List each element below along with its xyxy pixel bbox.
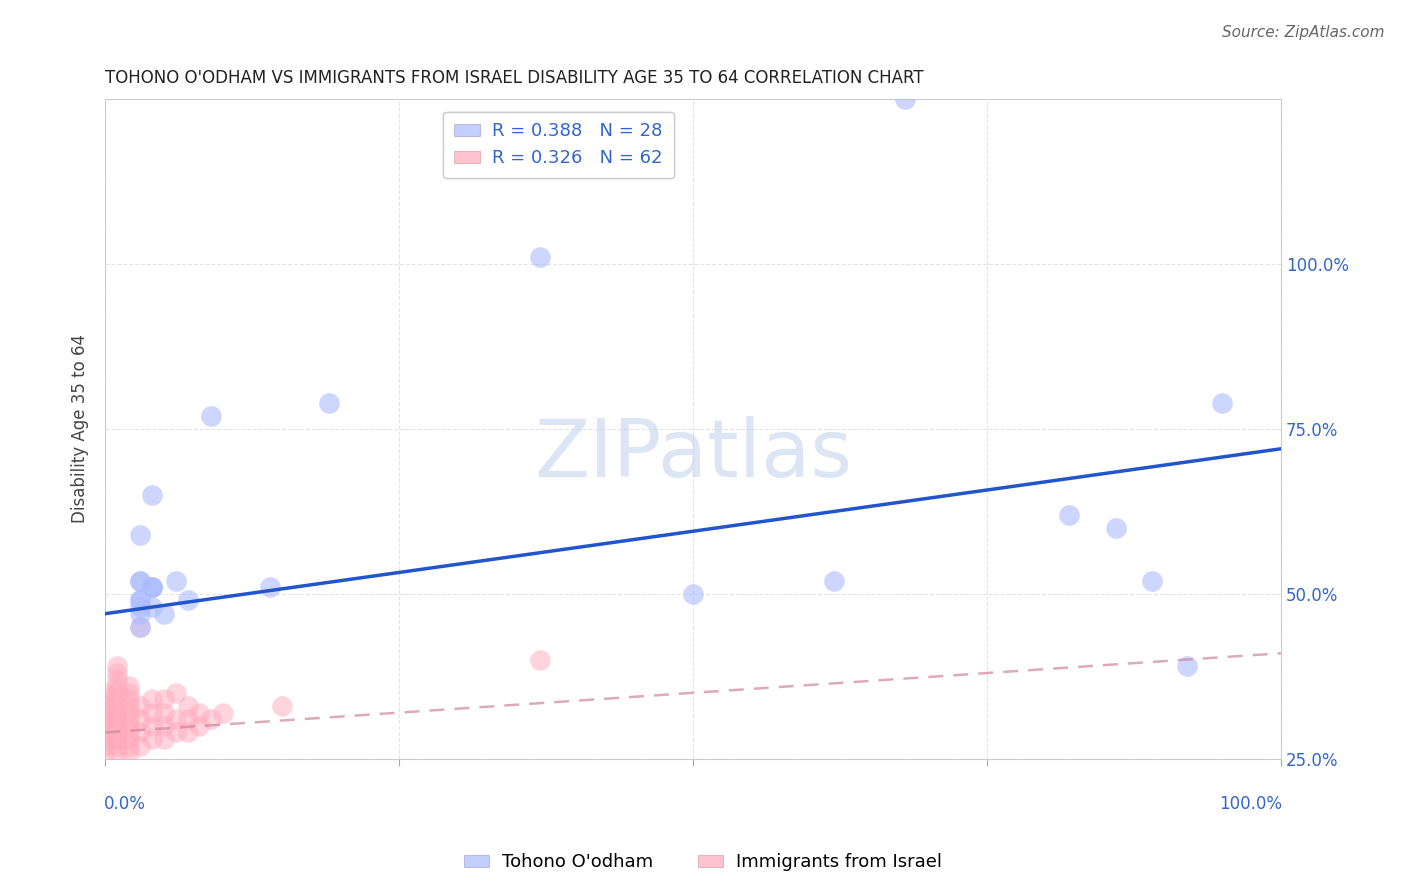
Point xyxy=(153,719,176,733)
Point xyxy=(141,580,163,594)
Point xyxy=(141,692,163,706)
Point xyxy=(153,607,176,621)
Point xyxy=(165,725,187,739)
Point xyxy=(105,725,128,739)
Point xyxy=(118,692,141,706)
Text: ZIPatlas: ZIPatlas xyxy=(534,417,852,494)
Point xyxy=(105,739,128,753)
Point xyxy=(1105,521,1128,535)
Point xyxy=(105,712,128,726)
Point xyxy=(165,712,187,726)
Point xyxy=(129,620,152,634)
Point xyxy=(118,725,141,739)
Point xyxy=(129,725,152,739)
Text: 0.0%: 0.0% xyxy=(104,795,146,814)
Point xyxy=(118,706,141,720)
Point xyxy=(105,679,128,693)
Point xyxy=(94,739,117,753)
Point xyxy=(129,593,152,607)
Point xyxy=(105,712,128,726)
Point xyxy=(94,692,117,706)
Point xyxy=(129,527,152,541)
Point xyxy=(118,731,141,746)
Point xyxy=(105,686,128,700)
Point xyxy=(105,731,128,746)
Point xyxy=(129,593,152,607)
Point xyxy=(176,698,198,713)
Point xyxy=(529,653,551,667)
Point xyxy=(893,92,915,106)
Point xyxy=(165,686,187,700)
Point xyxy=(176,725,198,739)
Point xyxy=(141,580,163,594)
Point xyxy=(1175,659,1198,673)
Point xyxy=(823,574,845,588)
Point xyxy=(129,620,152,634)
Point xyxy=(153,731,176,746)
Point xyxy=(176,593,198,607)
Text: TOHONO O'ODHAM VS IMMIGRANTS FROM ISRAEL DISABILITY AGE 35 TO 64 CORRELATION CHA: TOHONO O'ODHAM VS IMMIGRANTS FROM ISRAEL… xyxy=(105,69,924,87)
Point xyxy=(176,712,198,726)
Point xyxy=(105,659,128,673)
Point xyxy=(1140,574,1163,588)
Y-axis label: Disability Age 35 to 64: Disability Age 35 to 64 xyxy=(72,334,89,524)
Point xyxy=(105,731,128,746)
Point xyxy=(200,409,222,423)
Text: 100.0%: 100.0% xyxy=(1219,795,1282,814)
Point xyxy=(118,745,141,759)
Point xyxy=(259,580,281,594)
Point xyxy=(1059,508,1081,522)
Point xyxy=(94,712,117,726)
Point xyxy=(129,574,152,588)
Point xyxy=(105,745,128,759)
Text: Source: ZipAtlas.com: Source: ZipAtlas.com xyxy=(1222,25,1385,40)
Point xyxy=(129,712,152,726)
Legend: Tohono O'odham, Immigrants from Israel: Tohono O'odham, Immigrants from Israel xyxy=(457,847,949,879)
Point xyxy=(153,692,176,706)
Point xyxy=(141,600,163,615)
Point xyxy=(141,488,163,502)
Point xyxy=(165,574,187,588)
Point xyxy=(94,731,117,746)
Point xyxy=(105,706,128,720)
Point xyxy=(118,739,141,753)
Point xyxy=(188,706,211,720)
Point xyxy=(529,251,551,265)
Point xyxy=(94,745,117,759)
Point xyxy=(141,580,163,594)
Point xyxy=(129,607,152,621)
Point xyxy=(105,692,128,706)
Point xyxy=(270,698,292,713)
Point xyxy=(129,574,152,588)
Point xyxy=(94,706,117,720)
Point xyxy=(94,686,117,700)
Point xyxy=(105,666,128,681)
Point xyxy=(211,706,233,720)
Point xyxy=(188,719,211,733)
Point xyxy=(141,706,163,720)
Point xyxy=(94,698,117,713)
Point xyxy=(94,719,117,733)
Point xyxy=(141,731,163,746)
Point xyxy=(118,698,141,713)
Point xyxy=(153,706,176,720)
Point xyxy=(1211,395,1233,409)
Point xyxy=(141,719,163,733)
Point xyxy=(105,719,128,733)
Point xyxy=(118,712,141,726)
Point xyxy=(118,719,141,733)
Point xyxy=(129,739,152,753)
Point xyxy=(200,712,222,726)
Point xyxy=(129,698,152,713)
Point xyxy=(105,698,128,713)
Point xyxy=(94,725,117,739)
Point xyxy=(682,587,704,601)
Point xyxy=(129,600,152,615)
Point xyxy=(105,673,128,687)
Point xyxy=(118,686,141,700)
Legend: R = 0.388   N = 28, R = 0.326   N = 62: R = 0.388 N = 28, R = 0.326 N = 62 xyxy=(443,112,673,178)
Point xyxy=(118,679,141,693)
Point xyxy=(318,395,340,409)
